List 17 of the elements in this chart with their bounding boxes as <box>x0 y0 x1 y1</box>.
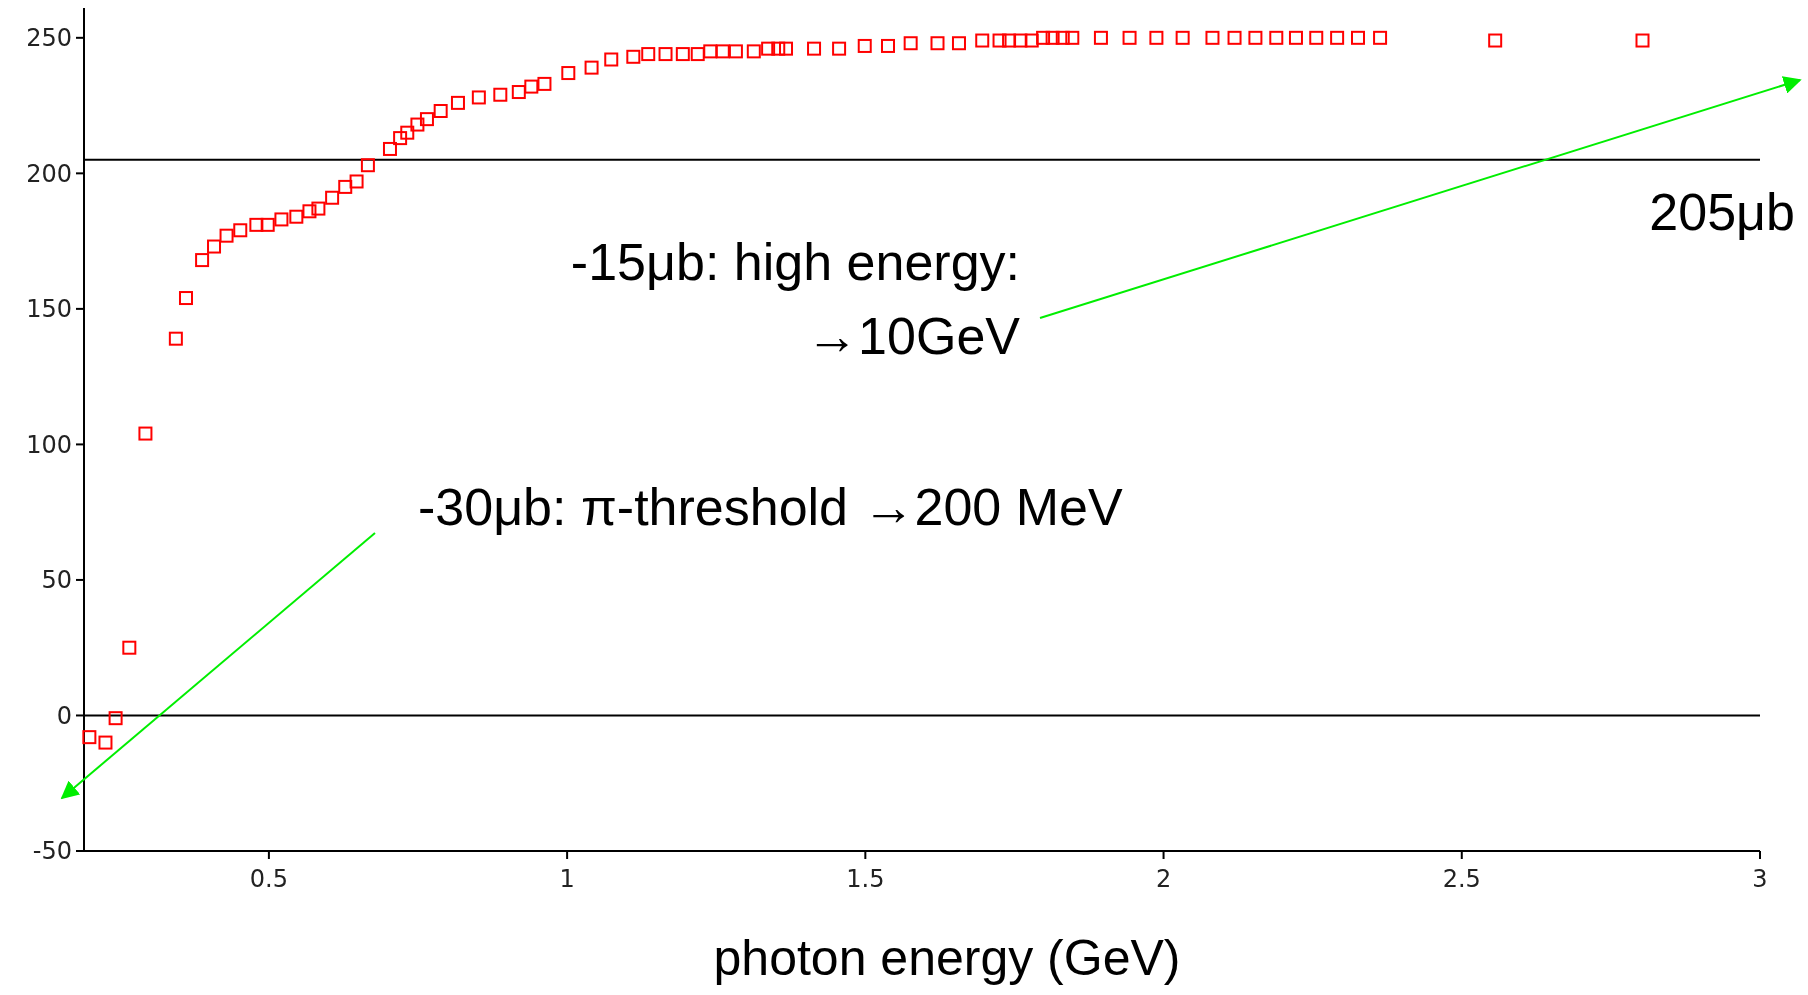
y-tick-label: 50 <box>41 566 72 595</box>
y-tick-label: -50 <box>32 837 72 866</box>
ref-line-label: 205μb <box>1649 182 1795 241</box>
x-tick-label: 2.5 <box>1442 865 1481 893</box>
annotation: -30μb: π-threshold →200 MeV <box>418 478 1123 536</box>
y-tick-label: 150 <box>26 295 72 324</box>
x-tick-label: 1.5 <box>846 865 885 893</box>
x-tick-label: 0.5 <box>249 865 288 893</box>
x-tick-label: 1 <box>559 865 575 893</box>
x-tick-label: 2 <box>1155 865 1172 893</box>
y-tick-label: 0 <box>56 701 72 730</box>
y-tick-label: 250 <box>26 24 72 53</box>
x-axis-title: photon energy (GeV) <box>713 930 1181 986</box>
x-tick-label: 3 <box>1752 865 1768 893</box>
annotation: -15μb: high energy: →10GeV <box>570 233 1021 365</box>
y-tick-label: 100 <box>26 430 72 459</box>
y-tick-label: 200 <box>26 159 72 188</box>
